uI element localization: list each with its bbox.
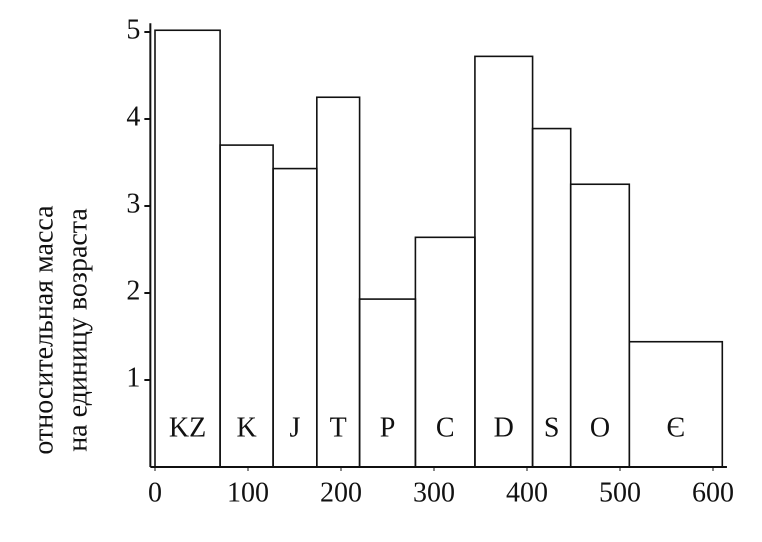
y-tick-label: 1 (126, 362, 140, 393)
y-tick-label: 2 (126, 275, 140, 306)
y-tick-label: 4 (126, 101, 140, 132)
y-axis-label: на единицу возраста (62, 208, 93, 452)
y-tick-label: 3 (126, 188, 140, 219)
bar-label: K (236, 412, 256, 443)
x-tick-label: 0 (148, 477, 162, 508)
bar-label: J (290, 412, 301, 443)
bar-label: D (494, 412, 514, 443)
x-tick-label: 400 (506, 477, 548, 508)
x-tick-label: 100 (227, 477, 269, 508)
bar-label: P (380, 412, 396, 443)
bar-label: T (330, 412, 347, 443)
bar (154, 29, 221, 468)
x-tick-label: 200 (320, 477, 362, 508)
bar-label: O (590, 412, 610, 443)
bar (474, 55, 534, 468)
y-axis-label: относительная масса (28, 205, 59, 455)
x-tick-label: 600 (692, 477, 734, 508)
bar (569, 183, 631, 468)
bar-label: Є (667, 412, 685, 443)
x-tick-label: 500 (599, 477, 641, 508)
bar (628, 340, 724, 468)
bar-label: S (544, 412, 560, 443)
y-tick-label: 5 (126, 14, 140, 45)
bar (316, 96, 361, 468)
x-tick-label: 300 (413, 477, 455, 508)
bar-label: KZ (169, 412, 206, 443)
bar-label: C (436, 412, 455, 443)
